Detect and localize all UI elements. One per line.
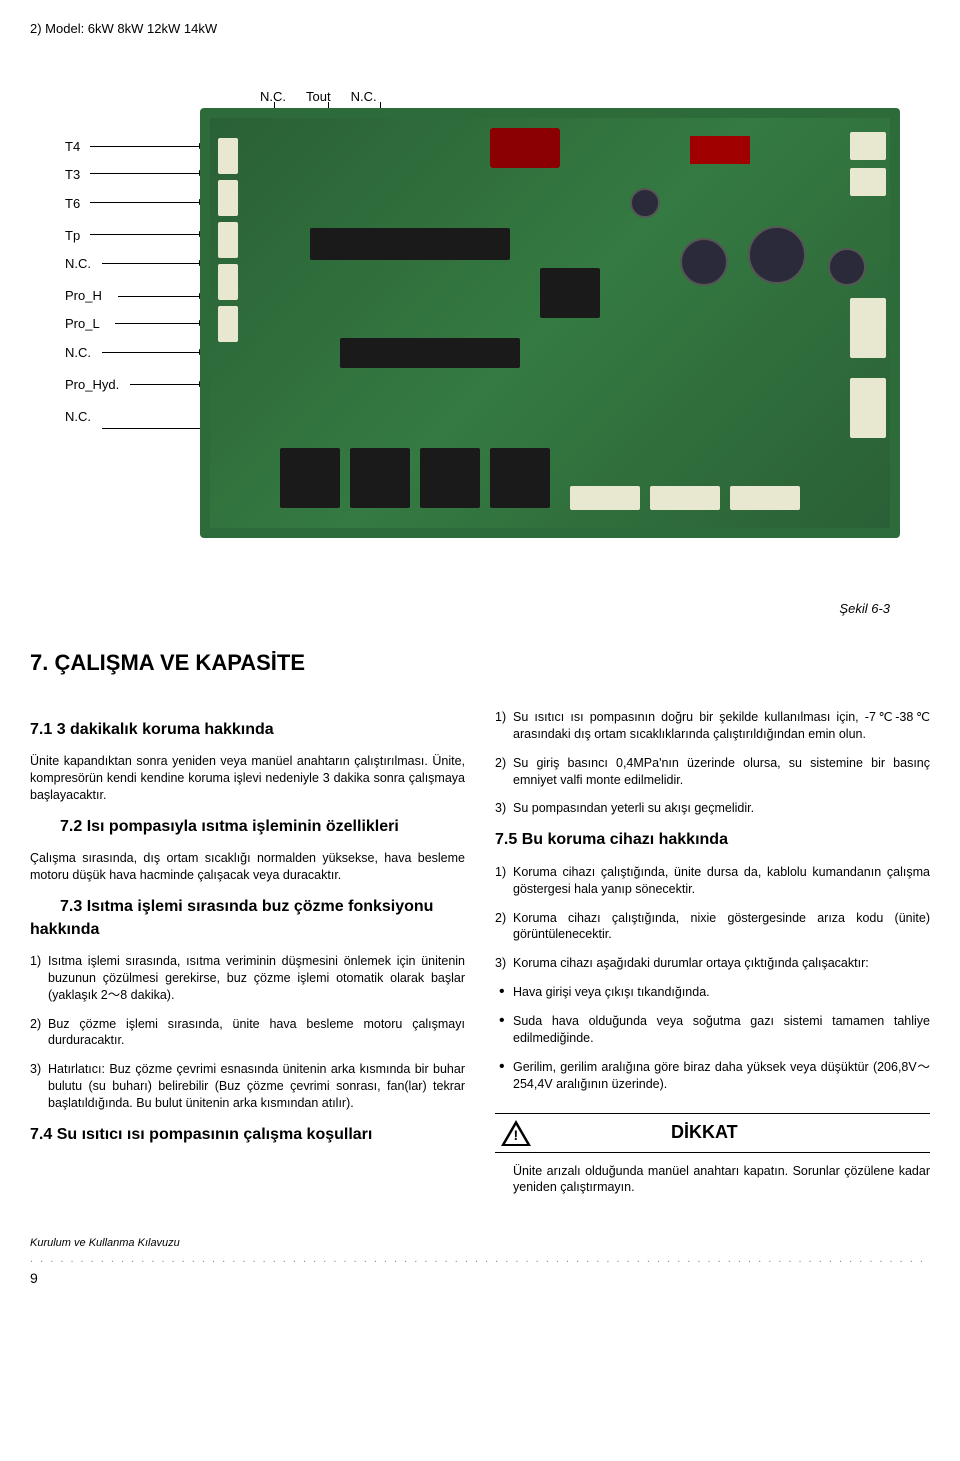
- label-prohyd: Pro_Hyd.: [65, 376, 119, 394]
- label-nc-top2: N.C.: [351, 88, 377, 106]
- section-7-4-title: 7.4 Su ısıtıcı ısı pompasının çalışma ko…: [30, 1124, 465, 1146]
- label-t4: T4: [65, 138, 119, 156]
- section-7-5-list: 1)Koruma cihazı çalıştığında, ünite durs…: [495, 864, 930, 972]
- label-tp: Tp: [65, 227, 119, 245]
- left-column: 7.1 3 dakikalık koruma hakkında Ünite ka…: [30, 709, 465, 1196]
- label-prol: Pro_L: [65, 315, 119, 333]
- content-columns: 7.1 3 dakikalık koruma hakkında Ünite ka…: [30, 709, 930, 1196]
- section-7-5-title: 7.5 Bu koruma cihazı hakkında: [495, 829, 930, 851]
- list-item: 2)Su giriş basıncı 0,4MPa'nın üzerinde o…: [495, 755, 930, 789]
- section-7-title: 7. ÇALIŞMA VE KAPASİTE: [30, 648, 930, 679]
- section-7-2-title: 7.2 Isı pompasıyla ısıtma işleminin özel…: [30, 816, 465, 838]
- list-item: 1)Isıtma işlemi sırasında, ısıtma verimi…: [30, 953, 465, 1004]
- list-item: 3)Koruma cihazı aşağıdaki durumlar ortay…: [495, 955, 930, 972]
- footer-manual-label: Kurulum ve Kullanma Kılavuzu: [30, 1237, 180, 1249]
- list-item: 2)Buz çözme işlemi sırasında, ünite hava…: [30, 1016, 465, 1050]
- page-footer: Kurulum ve Kullanma Kılavuzu . . . . . .…: [30, 1236, 930, 1288]
- section-7-3-title: 7.3 Isıtma işlemi sırasında buz çözme fo…: [30, 896, 465, 941]
- list-item: Gerilim, gerilim aralığına göre biraz da…: [495, 1059, 930, 1093]
- caution-text: Ünite arızalı olduğunda manüel anahtarı …: [495, 1163, 930, 1197]
- caution-title: DİKKAT: [671, 1120, 738, 1145]
- list-item: 2)Koruma cihazı çalıştığında, nixie göst…: [495, 910, 930, 944]
- model-header: 2) Model: 6kW 8kW 12kW 14kW: [30, 20, 930, 38]
- list-item: 3)Su pompasından yeterli su akışı geçmel…: [495, 800, 930, 817]
- list-item: 3)Hatırlatıcı: Buz çözme çevrimi esnasın…: [30, 1061, 465, 1112]
- label-nc-l3: N.C.: [65, 408, 119, 426]
- caution-box: ! DİKKAT Ünite arızalı olduğunda manüel …: [495, 1113, 930, 1197]
- section-7-1-title: 7.1 3 dakikalık koruma hakkında: [30, 719, 465, 741]
- circuit-board-image: [200, 108, 900, 538]
- section-7-1-body: Ünite kapandıktan sonra yeniden veya man…: [30, 753, 465, 804]
- section-7-5-bullets: Hava girişi veya çıkışı tıkandığında. Su…: [495, 984, 930, 1092]
- label-nc-top1: N.C.: [260, 88, 286, 106]
- section-7-3-list: 1)Isıtma işlemi sırasında, ısıtma verimi…: [30, 953, 465, 1112]
- section-7-2-body: Çalışma sırasında, dış ortam sıcaklığı n…: [30, 850, 465, 884]
- caution-header: ! DİKKAT: [495, 1113, 930, 1153]
- footer-dots: . . . . . . . . . . . . . . . . . . . . …: [30, 1253, 925, 1265]
- list-item: 1)Su ısıtıcı ısı pompasının doğru bir şe…: [495, 709, 930, 743]
- pcb-diagram: N.C. Tout N.C. T4 T3 T6 Tp N.C. Pro_H Pr…: [30, 58, 930, 618]
- list-item: Hava girişi veya çıkışı tıkandığında.: [495, 984, 930, 1001]
- label-proh: Pro_H: [65, 287, 119, 305]
- right-column: 1)Su ısıtıcı ısı pompasının doğru bir şe…: [495, 709, 930, 1196]
- label-t6: T6: [65, 195, 119, 213]
- left-labels: T4 T3 T6 Tp N.C. Pro_H Pro_L N.C. Pro_Hy…: [65, 138, 119, 436]
- list-item: Suda hava olduğunda veya soğutma gazı si…: [495, 1013, 930, 1047]
- top-labels: N.C. Tout N.C.: [260, 88, 377, 106]
- page-number: 9: [30, 1269, 930, 1289]
- warning-icon: !: [501, 1120, 531, 1146]
- label-tout: Tout: [306, 88, 331, 106]
- section-7-4-list: 1)Su ısıtıcı ısı pompasının doğru bir şe…: [495, 709, 930, 817]
- label-t3: T3: [65, 166, 119, 184]
- list-item: 1)Koruma cihazı çalıştığında, ünite durs…: [495, 864, 930, 898]
- figure-caption: Şekil 6-3: [839, 600, 890, 618]
